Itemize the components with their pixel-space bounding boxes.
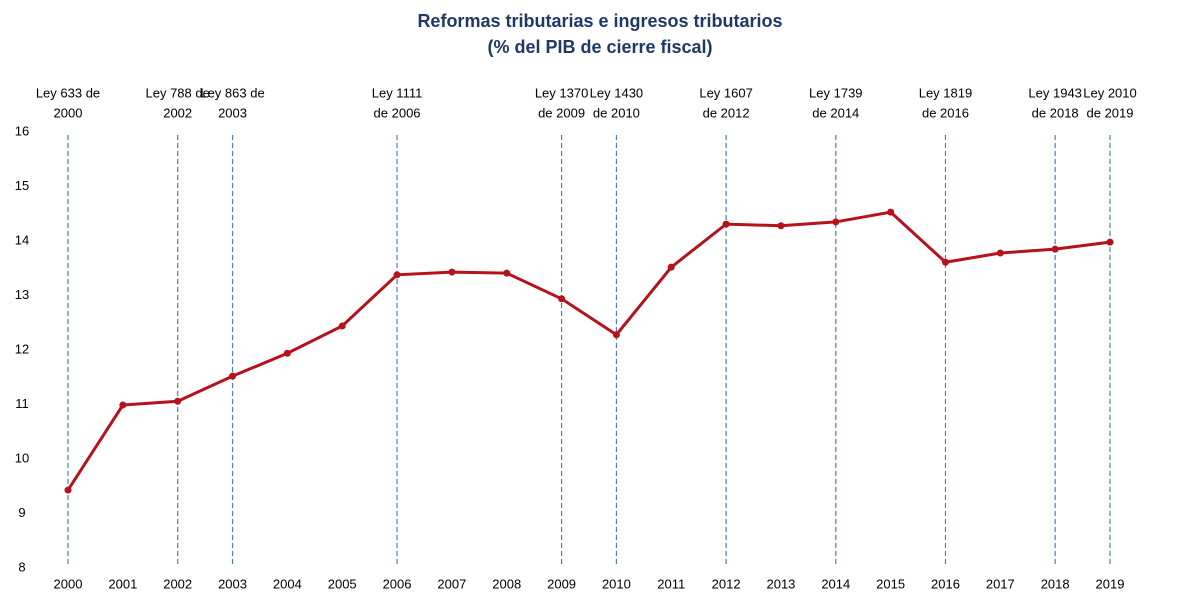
law-label: Ley 1111 [372,85,423,100]
law-label: 2000 [54,105,83,120]
point [558,295,566,303]
law-label: Ley 1607 [699,85,753,100]
x-tick-label: 2018 [1041,576,1070,591]
x-tick-label: 2011 [657,576,685,591]
law-label: 2003 [218,105,247,120]
point [722,220,730,228]
law-label: de 2006 [374,105,421,120]
x-tick-label: 2005 [328,576,357,591]
x-tick-label: 2001 [108,576,137,591]
point [119,401,127,409]
law-label: Ley 1943 [1028,85,1082,100]
law-label: Ley 1739 [809,85,863,100]
point [777,222,785,230]
line-series [66,210,1111,491]
law-label: de 2009 [538,105,585,120]
point [229,372,237,380]
y-tick-label: 14 [15,232,29,247]
x-tick-label: 2000 [54,576,83,591]
point [174,397,182,405]
y-tick-label: 16 [15,123,29,138]
y-tick-label: 8 [18,559,25,574]
point [667,263,675,271]
x-tick-label: 2009 [547,576,576,591]
law-label: de 2010 [593,105,640,120]
law-label: de 2014 [812,105,859,120]
law-label: de 2019 [1087,105,1134,120]
x-tick-label: 2007 [437,576,466,591]
point [503,269,511,277]
chart-title: Reformas tributarias e ingresos tributar… [417,11,782,31]
x-tick-label: 2014 [821,576,850,591]
law-label: Ley 863 de [200,85,264,100]
point [1106,238,1114,246]
y-tick-label: 13 [15,287,29,302]
x-tick-label: 2006 [383,576,412,591]
law-label: Ley 1370 [535,85,589,100]
y-tick-label: 12 [15,341,29,356]
point [612,331,620,339]
x-tick-label: 2002 [163,576,192,591]
x-tick-label: 2019 [1096,576,1125,591]
point [887,208,895,216]
law-label: Ley 633 de [36,85,100,100]
point [448,268,456,276]
law-label: de 2018 [1032,105,1079,120]
law-label: Ley 1430 [590,85,644,100]
point [996,249,1004,257]
point [941,258,949,266]
x-tick-label: 2012 [712,576,741,591]
point [1051,245,1059,253]
x-tick-label: 2008 [492,576,521,591]
chart-subtitle: (% del PIB de cierre fiscal) [487,37,712,57]
x-tick-label: 2003 [218,576,247,591]
x-tick-label: 2010 [602,576,631,591]
y-tick-label: 10 [15,450,29,465]
law-label: de 2012 [703,105,750,120]
law-label: Ley 788 de [146,85,210,100]
law-label: de 2016 [922,105,969,120]
y-tick-label: 11 [15,396,29,411]
x-tick-label: 2004 [273,576,302,591]
x-tick-label: 2015 [876,576,905,591]
x-tick-label: 2017 [986,576,1015,591]
y-tick-label: 15 [15,178,29,193]
y-tick-label: 9 [18,505,25,520]
x-tick-label: 2013 [766,576,795,591]
point [338,322,346,330]
law-label: Ley 2010 [1083,85,1137,100]
point [283,349,291,357]
point [832,218,840,226]
point [393,271,401,279]
law-label: Ley 1819 [919,85,973,100]
law-label: 2002 [163,105,192,120]
x-tick-label: 2016 [931,576,960,591]
point [64,486,72,494]
